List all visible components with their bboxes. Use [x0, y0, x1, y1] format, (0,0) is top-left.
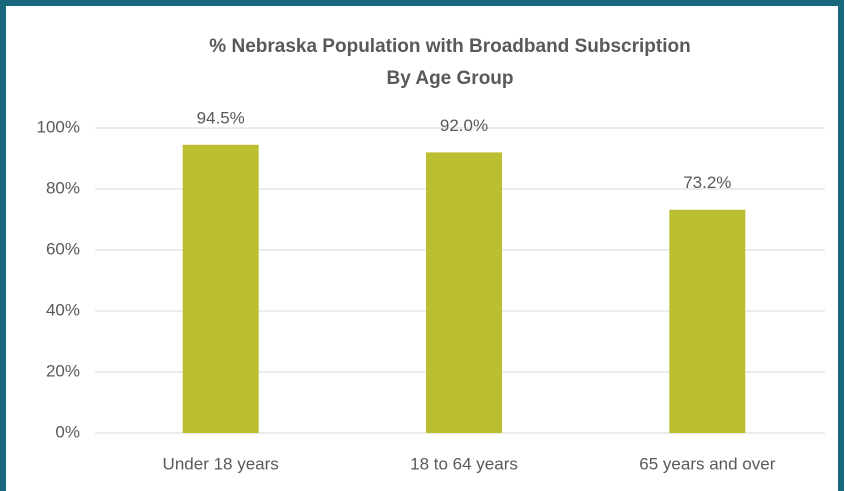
data-label: 92.0%: [440, 116, 488, 135]
y-tick-label: 60%: [46, 239, 80, 258]
x-tick-label: 65 years and over: [639, 454, 775, 473]
y-tick-label: 40%: [46, 300, 80, 319]
data-label: 73.2%: [683, 173, 731, 192]
y-tick-label: 100%: [37, 117, 80, 136]
chart-title: % Nebraska Population with Broadband Sub…: [209, 36, 690, 57]
chart-title: By Age Group: [386, 68, 513, 89]
bar: [182, 144, 259, 433]
bar: [669, 209, 746, 433]
y-tick-label: 20%: [46, 361, 80, 380]
x-tick-label: 18 to 64 years: [410, 454, 518, 473]
y-tick-label: 80%: [46, 178, 80, 197]
y-tick-label: 0%: [55, 422, 80, 441]
data-label: 94.5%: [197, 108, 245, 127]
x-tick-label: Under 18 years: [163, 454, 279, 473]
bar: [426, 152, 502, 433]
